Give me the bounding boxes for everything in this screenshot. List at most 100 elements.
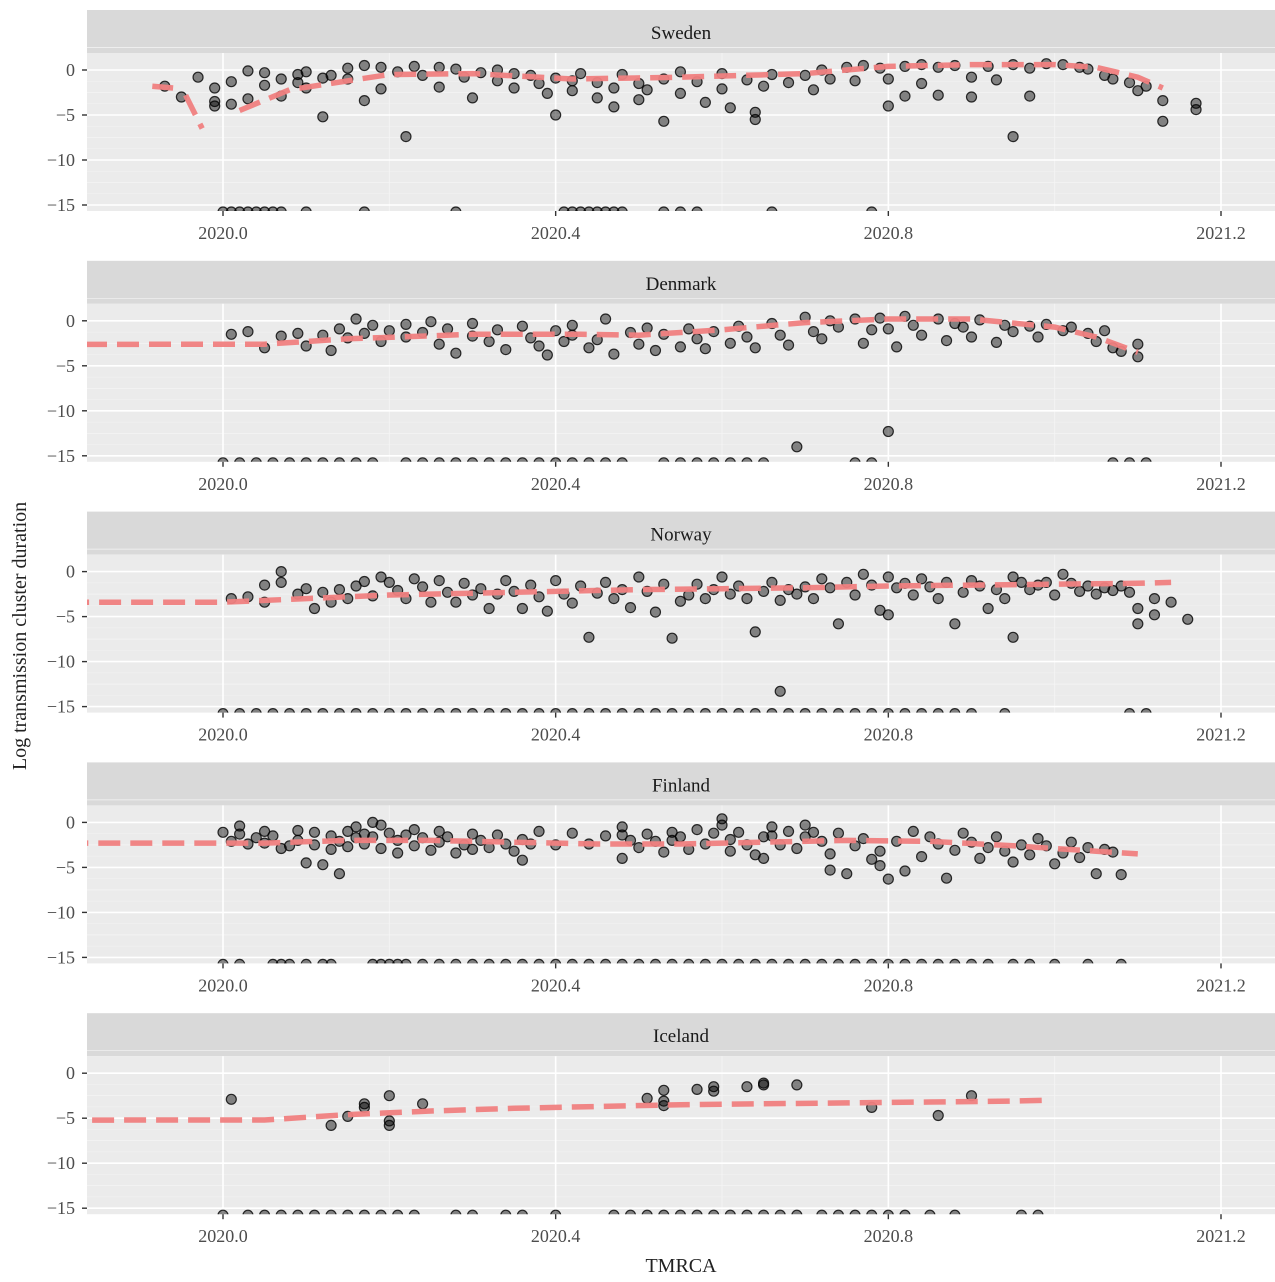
data-point	[674, 66, 687, 78]
data-point-floor	[724, 457, 736, 462]
data-point	[550, 109, 562, 121]
data-point	[749, 626, 761, 638]
data-point-floor	[708, 1209, 720, 1215]
data-point	[292, 824, 304, 837]
data-point	[317, 111, 329, 123]
data-point	[658, 1084, 670, 1096]
x-tick-label: 2020.4	[531, 223, 581, 243]
data-point-floor	[259, 1209, 271, 1215]
data-point-floor	[699, 958, 711, 964]
data-point-floor	[275, 1209, 287, 1215]
data-point	[774, 685, 786, 697]
data-point	[1132, 618, 1144, 630]
data-point	[874, 845, 886, 857]
data-point	[408, 573, 420, 585]
data-point	[1024, 90, 1036, 102]
data-point	[1057, 568, 1069, 580]
data-point-floor	[799, 708, 811, 713]
data-point-floor	[450, 708, 462, 713]
data-point	[583, 342, 595, 354]
data-point	[965, 331, 978, 343]
data-point	[1157, 115, 1169, 127]
data-point	[516, 602, 529, 615]
data-point	[466, 92, 479, 104]
data-layer	[87, 813, 1138, 964]
y-tick-label: −5	[56, 607, 75, 627]
data-point-floor	[616, 958, 628, 964]
data-point	[1115, 868, 1127, 881]
x-tick-label: 2021.2	[1196, 223, 1246, 243]
x-tick-label: 2020.0	[198, 474, 248, 494]
data-point-floor	[758, 1209, 770, 1215]
data-point-floor	[733, 708, 745, 713]
data-point-floor	[666, 958, 678, 964]
facet-panel-norway: Norway 0 −5 −10 −15 2020.0 2020.4 2020.8 2021.2	[47, 511, 1275, 745]
data-point	[1123, 76, 1136, 89]
data-point-floor	[267, 206, 279, 211]
data-point-floor	[666, 708, 678, 713]
data-point	[915, 573, 928, 585]
data-point	[450, 596, 462, 608]
data-point-floor	[350, 708, 362, 713]
data-point-floor	[292, 1209, 304, 1215]
y-tick-label: 0	[66, 562, 75, 582]
data-point-floor	[400, 457, 412, 462]
data-point	[209, 100, 221, 112]
data-point-floor	[1124, 457, 1136, 462]
data-point	[1182, 613, 1194, 625]
plot-panel-background	[87, 303, 1275, 462]
data-point-floor	[816, 958, 828, 964]
data-point	[1123, 586, 1136, 598]
data-point-floor	[600, 708, 612, 713]
data-point-floor	[300, 457, 312, 462]
data-point-floor	[275, 958, 287, 964]
data-point	[741, 1081, 753, 1093]
data-point-floor	[633, 958, 645, 964]
data-point-floor	[683, 708, 695, 713]
data-point-floor	[982, 958, 994, 964]
data-point	[990, 831, 1003, 843]
data-point	[1148, 592, 1161, 605]
data-point-floor	[691, 206, 703, 211]
data-point-floor	[674, 457, 686, 462]
data-point-floor	[658, 206, 670, 211]
data-point	[491, 829, 504, 841]
data-point	[541, 87, 553, 100]
data-point-floor	[308, 1209, 320, 1215]
data-point	[433, 81, 445, 93]
data-point-floor	[600, 457, 612, 462]
data-point	[882, 571, 894, 583]
data-point	[741, 331, 753, 343]
data-point	[358, 59, 370, 72]
x-tick-label: 2021.2	[1196, 1226, 1246, 1246]
data-point	[1148, 609, 1161, 621]
data-point	[417, 1098, 429, 1110]
data-point-floor	[284, 958, 296, 964]
data-point	[566, 827, 578, 839]
data-point	[699, 343, 711, 355]
x-tick-label: 2020.8	[864, 223, 914, 243]
x-tick-label: 2021.2	[1196, 975, 1246, 995]
data-point-floor	[259, 206, 271, 211]
data-point	[807, 592, 820, 605]
data-point	[417, 581, 429, 593]
data-point	[791, 588, 803, 600]
data-point	[367, 319, 379, 331]
data-point	[633, 94, 645, 106]
data-point	[849, 589, 861, 601]
data-point	[1165, 596, 1177, 608]
data-point	[766, 68, 778, 81]
data-point	[907, 825, 919, 838]
data-point-floor	[849, 1209, 861, 1215]
data-point	[982, 602, 994, 615]
data-point	[583, 631, 595, 643]
x-tick-label: 2020.4	[531, 725, 581, 745]
data-point	[616, 821, 628, 833]
data-point	[757, 852, 770, 865]
data-point-floor	[433, 457, 445, 462]
x-tick-label: 2020.0	[198, 975, 248, 995]
data-point	[899, 865, 911, 877]
data-point-floor	[949, 708, 961, 713]
data-point	[841, 868, 853, 880]
